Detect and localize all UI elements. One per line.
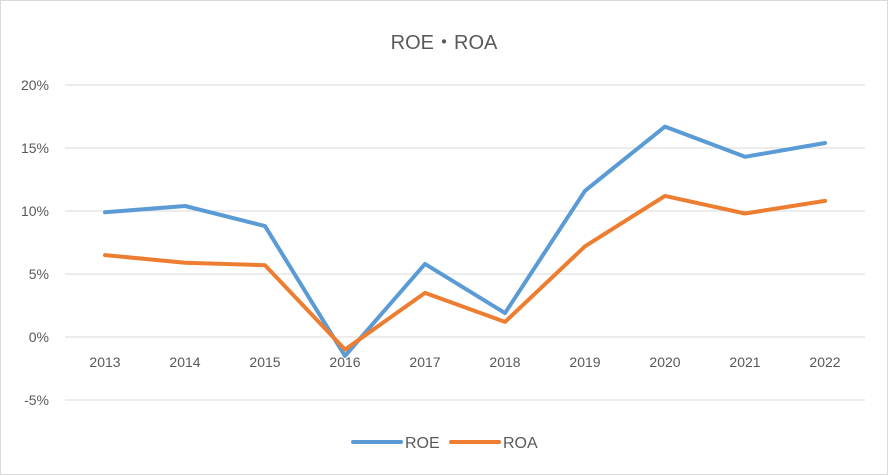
x-axis-tick-labels: 2013 2014 2015 2016 2017 2018 2019 2020 2021 2022 — [89, 354, 840, 370]
x-tick-label: 2018 — [489, 354, 520, 370]
y-tick-label: 5% — [29, 266, 49, 282]
x-tick-label: 2014 — [169, 354, 200, 370]
gridlines — [65, 84, 865, 401]
y-tick-label: -5% — [24, 392, 49, 408]
x-tick-label: 2022 — [809, 354, 840, 370]
y-tick-label: 0% — [29, 329, 49, 345]
series-lines — [103, 124, 827, 358]
x-tick-label: 2013 — [89, 354, 120, 370]
legend-label-roa: ROA — [503, 435, 538, 452]
x-tick-label: 2015 — [249, 354, 280, 370]
chart-title: ROE・ROA — [391, 32, 498, 54]
x-tick-label: 2020 — [649, 354, 680, 370]
legend: ROE ROA — [351, 435, 538, 452]
y-tick-label: 15% — [21, 140, 49, 156]
y-tick-label: 20% — [21, 77, 49, 93]
y-tick-label: 10% — [21, 203, 49, 219]
x-tick-label: 2017 — [409, 354, 440, 370]
legend-label-roe: ROE — [405, 435, 440, 452]
x-tick-label: 2016 — [329, 354, 360, 370]
series-line-roa — [103, 193, 827, 352]
series-line-roe — [103, 124, 827, 358]
x-tick-label: 2019 — [569, 354, 600, 370]
y-axis-tick-labels: 20% 15% 10% 5% 0% -5% — [21, 77, 49, 408]
x-tick-label: 2021 — [729, 354, 760, 370]
